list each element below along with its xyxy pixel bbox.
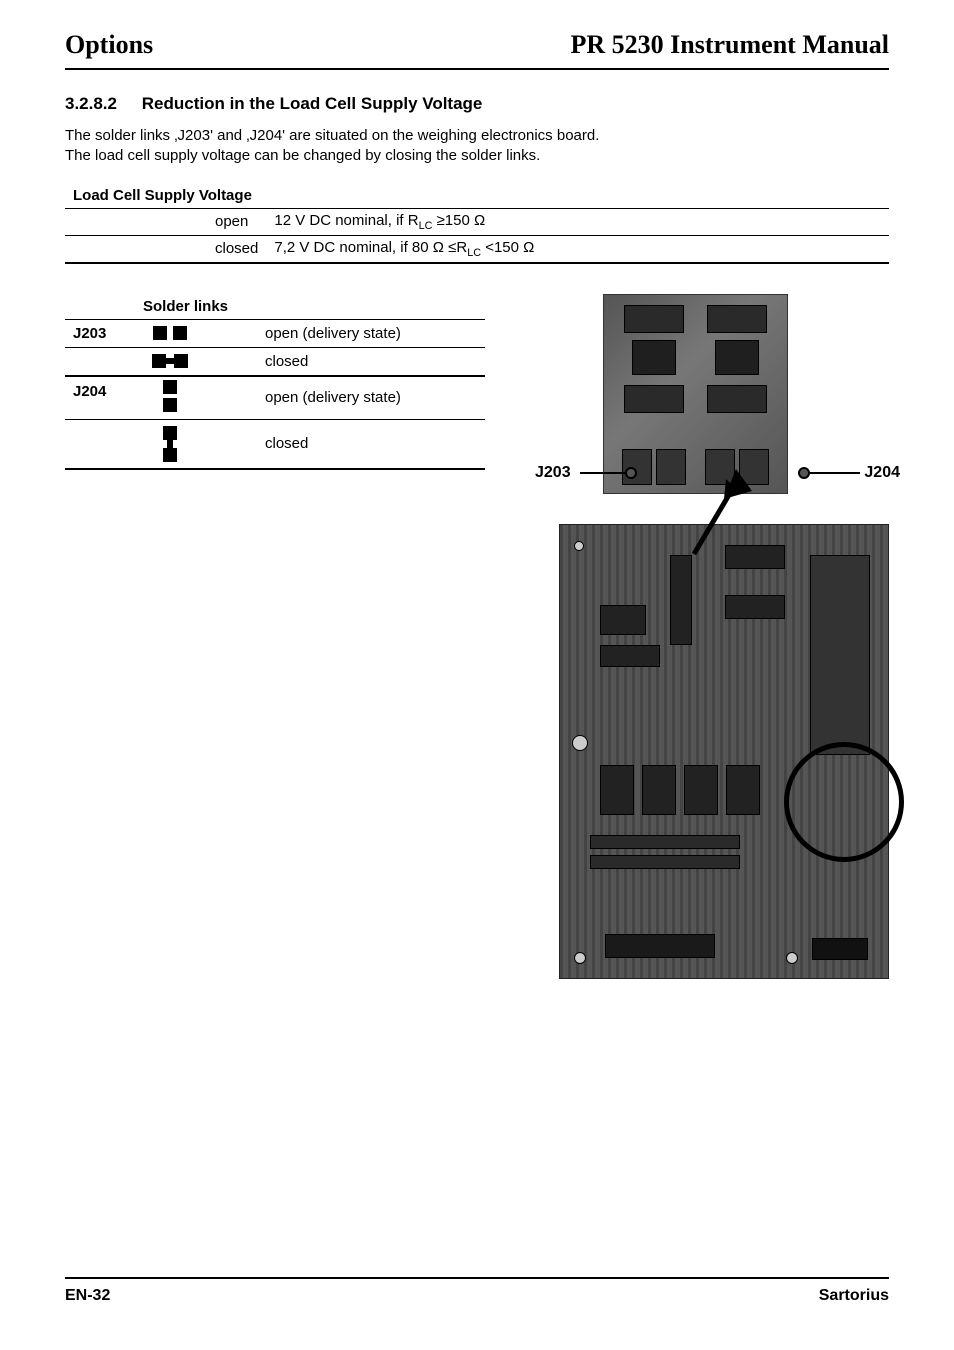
voltage-table: Load Cell Supply Voltage open 12 V DC no… <box>65 181 889 264</box>
header-right: PR 5230 Instrument Manual <box>570 30 889 60</box>
page-header: Options PR 5230 Instrument Manual <box>65 30 889 70</box>
table-row: J203 open (delivery state) <box>65 319 485 347</box>
footer-right: Sartorius <box>819 1287 889 1305</box>
j204-closed-state: closed <box>205 419 485 469</box>
voltage-table-heading: Load Cell Supply Voltage <box>65 181 889 209</box>
table-row: open 12 V DC nominal, if RLC ≥150 Ω <box>65 208 889 235</box>
annot-j204: J204 <box>864 464 900 482</box>
pcb-board-image <box>525 524 889 984</box>
solder-open-v-icon <box>135 398 205 420</box>
annot-dot-icon <box>625 467 637 479</box>
j204-label: J204 <box>65 376 135 420</box>
voltage-desc: 7,2 V DC nominal, if 80 Ω ≤RLC <150 Ω <box>266 235 889 263</box>
body-paragraph: The solder links ‚J203' and ‚J204' are s… <box>65 126 889 167</box>
section-number: 3.2.8.2 <box>65 94 117 114</box>
solder-open-icon <box>135 319 205 347</box>
solder-links-table: Solder links J203 open (delivery state) <box>65 294 485 470</box>
table-row: closed 7,2 V DC nominal, if 80 Ω ≤RLC <1… <box>65 235 889 263</box>
j204-open-state: open (delivery state) <box>205 376 485 420</box>
col-jumper-head <box>65 294 135 320</box>
callout-arrow-icon <box>674 469 774 559</box>
footer-left: EN-32 <box>65 1287 110 1305</box>
j203-open-state: open (delivery state) <box>205 319 485 347</box>
j203-closed-state: closed <box>205 347 485 376</box>
body-line-1: The solder links ‚J203' and ‚J204' are s… <box>65 127 599 144</box>
solder-closed-v-icon <box>135 419 205 469</box>
section-title: Reduction in the Load Cell Supply Voltag… <box>142 94 483 113</box>
section-heading: 3.2.8.2 Reduction in the Load Cell Suppl… <box>65 94 889 114</box>
header-left: Options <box>65 30 153 60</box>
table-row: closed <box>65 347 485 376</box>
voltage-state: open <box>140 208 266 235</box>
solder-open-v-icon <box>135 376 205 398</box>
col-links-head: Solder links <box>135 294 485 320</box>
pcb-detail-image: J203 J204 <box>545 294 845 494</box>
annot-dot-icon <box>798 467 810 479</box>
body-line-2: The load cell supply voltage can be chan… <box>65 147 540 164</box>
voltage-desc: 12 V DC nominal, if RLC ≥150 Ω <box>266 208 889 235</box>
j203-label: J203 <box>65 319 135 347</box>
page-footer: EN-32 Sartorius <box>65 1277 889 1305</box>
table-row: closed <box>65 419 485 469</box>
solder-closed-icon <box>135 347 205 376</box>
voltage-state: closed <box>140 235 266 263</box>
table-row: J204 open (delivery state) <box>65 376 485 398</box>
annot-j203: J203 <box>535 464 571 482</box>
